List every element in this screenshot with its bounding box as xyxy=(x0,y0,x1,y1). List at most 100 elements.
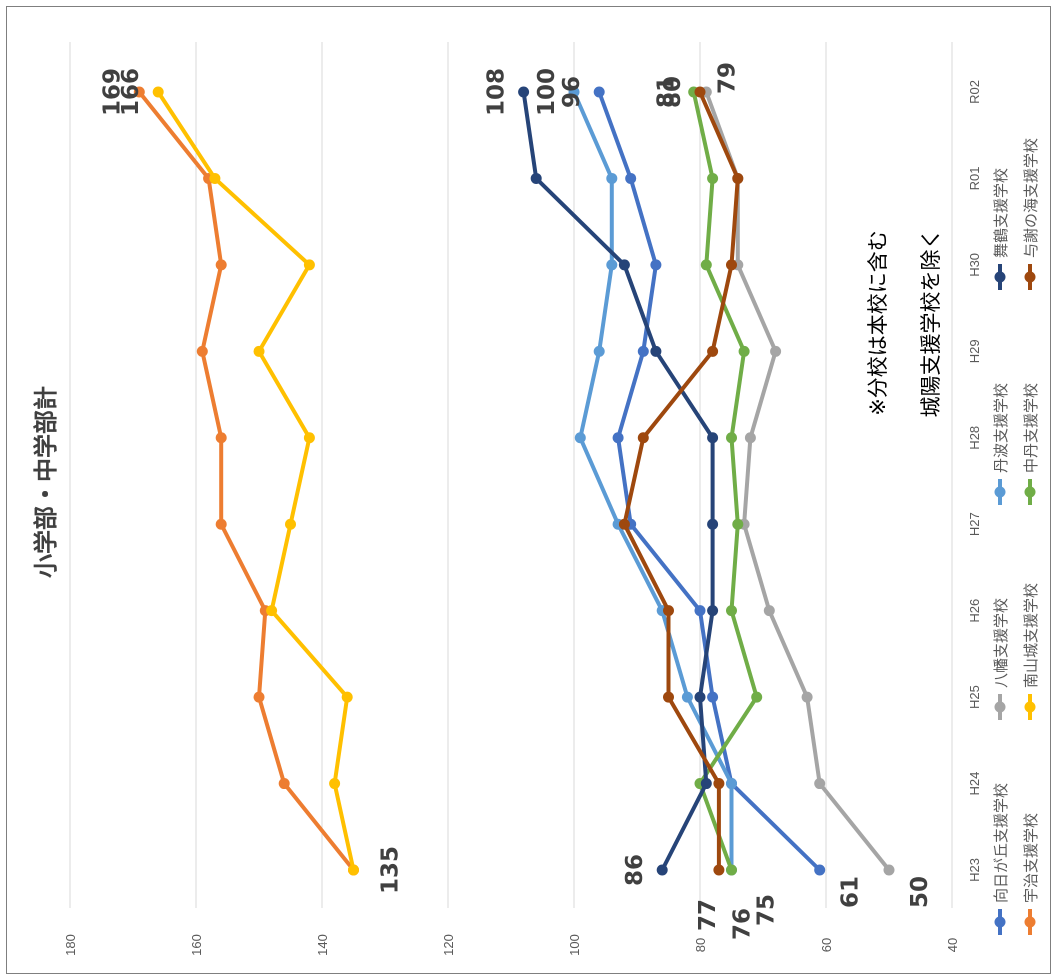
legend-item-4: 南山城支援学校 xyxy=(1022,583,1040,720)
data-label: 169 xyxy=(99,68,125,116)
series-line xyxy=(622,91,740,870)
data-point xyxy=(707,605,719,617)
data-point xyxy=(738,345,750,357)
data-point xyxy=(530,172,542,184)
data-label: 166 xyxy=(118,68,144,116)
series-4 xyxy=(152,86,359,876)
category-tick-label: H30 xyxy=(967,253,982,277)
data-point xyxy=(713,778,725,790)
data-point xyxy=(650,345,662,357)
data-point xyxy=(801,691,813,703)
data-point xyxy=(814,778,826,790)
data-point xyxy=(726,259,737,271)
data-point xyxy=(700,778,712,790)
data-point xyxy=(637,345,649,357)
value-tick-label: 40 xyxy=(945,938,960,952)
data-point xyxy=(700,259,712,271)
chart-frame xyxy=(6,6,1051,974)
data-point xyxy=(215,518,227,530)
category-tick-label: H27 xyxy=(967,512,982,536)
data-point xyxy=(707,432,719,444)
data-point xyxy=(278,778,290,790)
data-point xyxy=(285,518,296,530)
data-point xyxy=(612,432,624,444)
data-point xyxy=(770,345,782,357)
value-tick-label: 60 xyxy=(819,938,834,952)
legend-item-7: 舞鶴支援学校 xyxy=(992,168,1010,290)
data-label: 100 xyxy=(534,68,560,116)
legend-swatch-marker xyxy=(1024,486,1036,498)
legend-label: 中丹支援学校 xyxy=(1022,383,1040,473)
series-2 xyxy=(133,86,359,876)
data-point xyxy=(732,172,744,184)
data-point xyxy=(707,172,719,184)
series-line xyxy=(691,91,759,871)
data-point xyxy=(593,86,605,98)
data-point xyxy=(303,432,315,444)
data-point xyxy=(726,432,737,444)
category-tick-label: H29 xyxy=(967,339,982,363)
series-1 xyxy=(593,86,826,876)
data-label: 86 xyxy=(622,854,648,886)
data-label: 50 xyxy=(907,876,933,908)
data-point xyxy=(681,691,693,703)
data-point xyxy=(266,605,278,617)
data-point xyxy=(663,691,674,703)
category-tick-label: H24 xyxy=(967,772,982,796)
data-point xyxy=(814,864,826,876)
series-8 xyxy=(618,86,744,876)
category-tick-label: H23 xyxy=(967,858,982,882)
data-point xyxy=(329,778,341,790)
data-label: 75 xyxy=(754,894,780,926)
data-point xyxy=(663,605,674,617)
legend-swatch-marker xyxy=(994,701,1006,713)
data-point xyxy=(732,518,744,530)
data-point xyxy=(618,518,630,530)
legend: 向日が丘支援学校 宇治支援学校 八幡支援学校 南山城支援学校 丹波支援学校 中丹支援学校 舞… xyxy=(992,138,1040,935)
data-point xyxy=(694,605,706,617)
chart-title: 小学部・中学部計 xyxy=(32,386,60,578)
data-point xyxy=(637,432,649,444)
legend-swatch-marker xyxy=(994,916,1006,928)
data-label: 135 xyxy=(378,846,404,894)
data-point xyxy=(656,864,668,876)
value-tick-label: 140 xyxy=(315,934,330,956)
data-point xyxy=(568,86,580,98)
category-tick-label: R02 xyxy=(967,80,982,104)
axis-ticks: 40 60 80 100 120 140 160 180 H23 H24 H25 H26 H27 H28 H… xyxy=(63,80,982,956)
value-tick-label: 120 xyxy=(441,934,456,956)
series-line xyxy=(572,91,734,870)
category-tick-label: H28 xyxy=(967,426,982,450)
annotation-note-1: ※分校は本校に含む xyxy=(866,230,890,416)
data-point xyxy=(883,864,895,876)
category-tick-label: R01 xyxy=(967,167,982,191)
legend-label: 南山城支援学校 xyxy=(1022,583,1040,688)
data-point xyxy=(253,345,265,357)
series-line xyxy=(156,90,356,871)
data-point xyxy=(253,691,265,703)
legend-swatch-marker xyxy=(1024,271,1036,283)
data-point xyxy=(707,518,719,530)
series-line xyxy=(597,91,822,872)
series-5 xyxy=(568,86,737,876)
data-point xyxy=(751,691,763,703)
series-lines xyxy=(133,86,895,876)
data-point xyxy=(215,432,227,444)
legend-item-1: 向日が丘支援学校 xyxy=(992,783,1010,935)
data-point xyxy=(303,259,315,271)
data-point xyxy=(625,172,637,184)
data-label: 76 xyxy=(730,908,756,940)
legend-label: 向日が丘支援学校 xyxy=(992,783,1010,903)
gridlines xyxy=(69,42,953,908)
data-label: 61 xyxy=(838,876,864,908)
data-point xyxy=(618,259,630,271)
series-3 xyxy=(700,86,895,876)
data-point xyxy=(744,432,756,444)
data-point xyxy=(209,172,221,184)
data-point xyxy=(606,172,618,184)
data-point xyxy=(763,605,775,617)
legend-label: 宇治支援学校 xyxy=(1022,813,1040,903)
data-point xyxy=(726,778,737,790)
legend-label: 舞鶴支援学校 xyxy=(992,168,1010,258)
